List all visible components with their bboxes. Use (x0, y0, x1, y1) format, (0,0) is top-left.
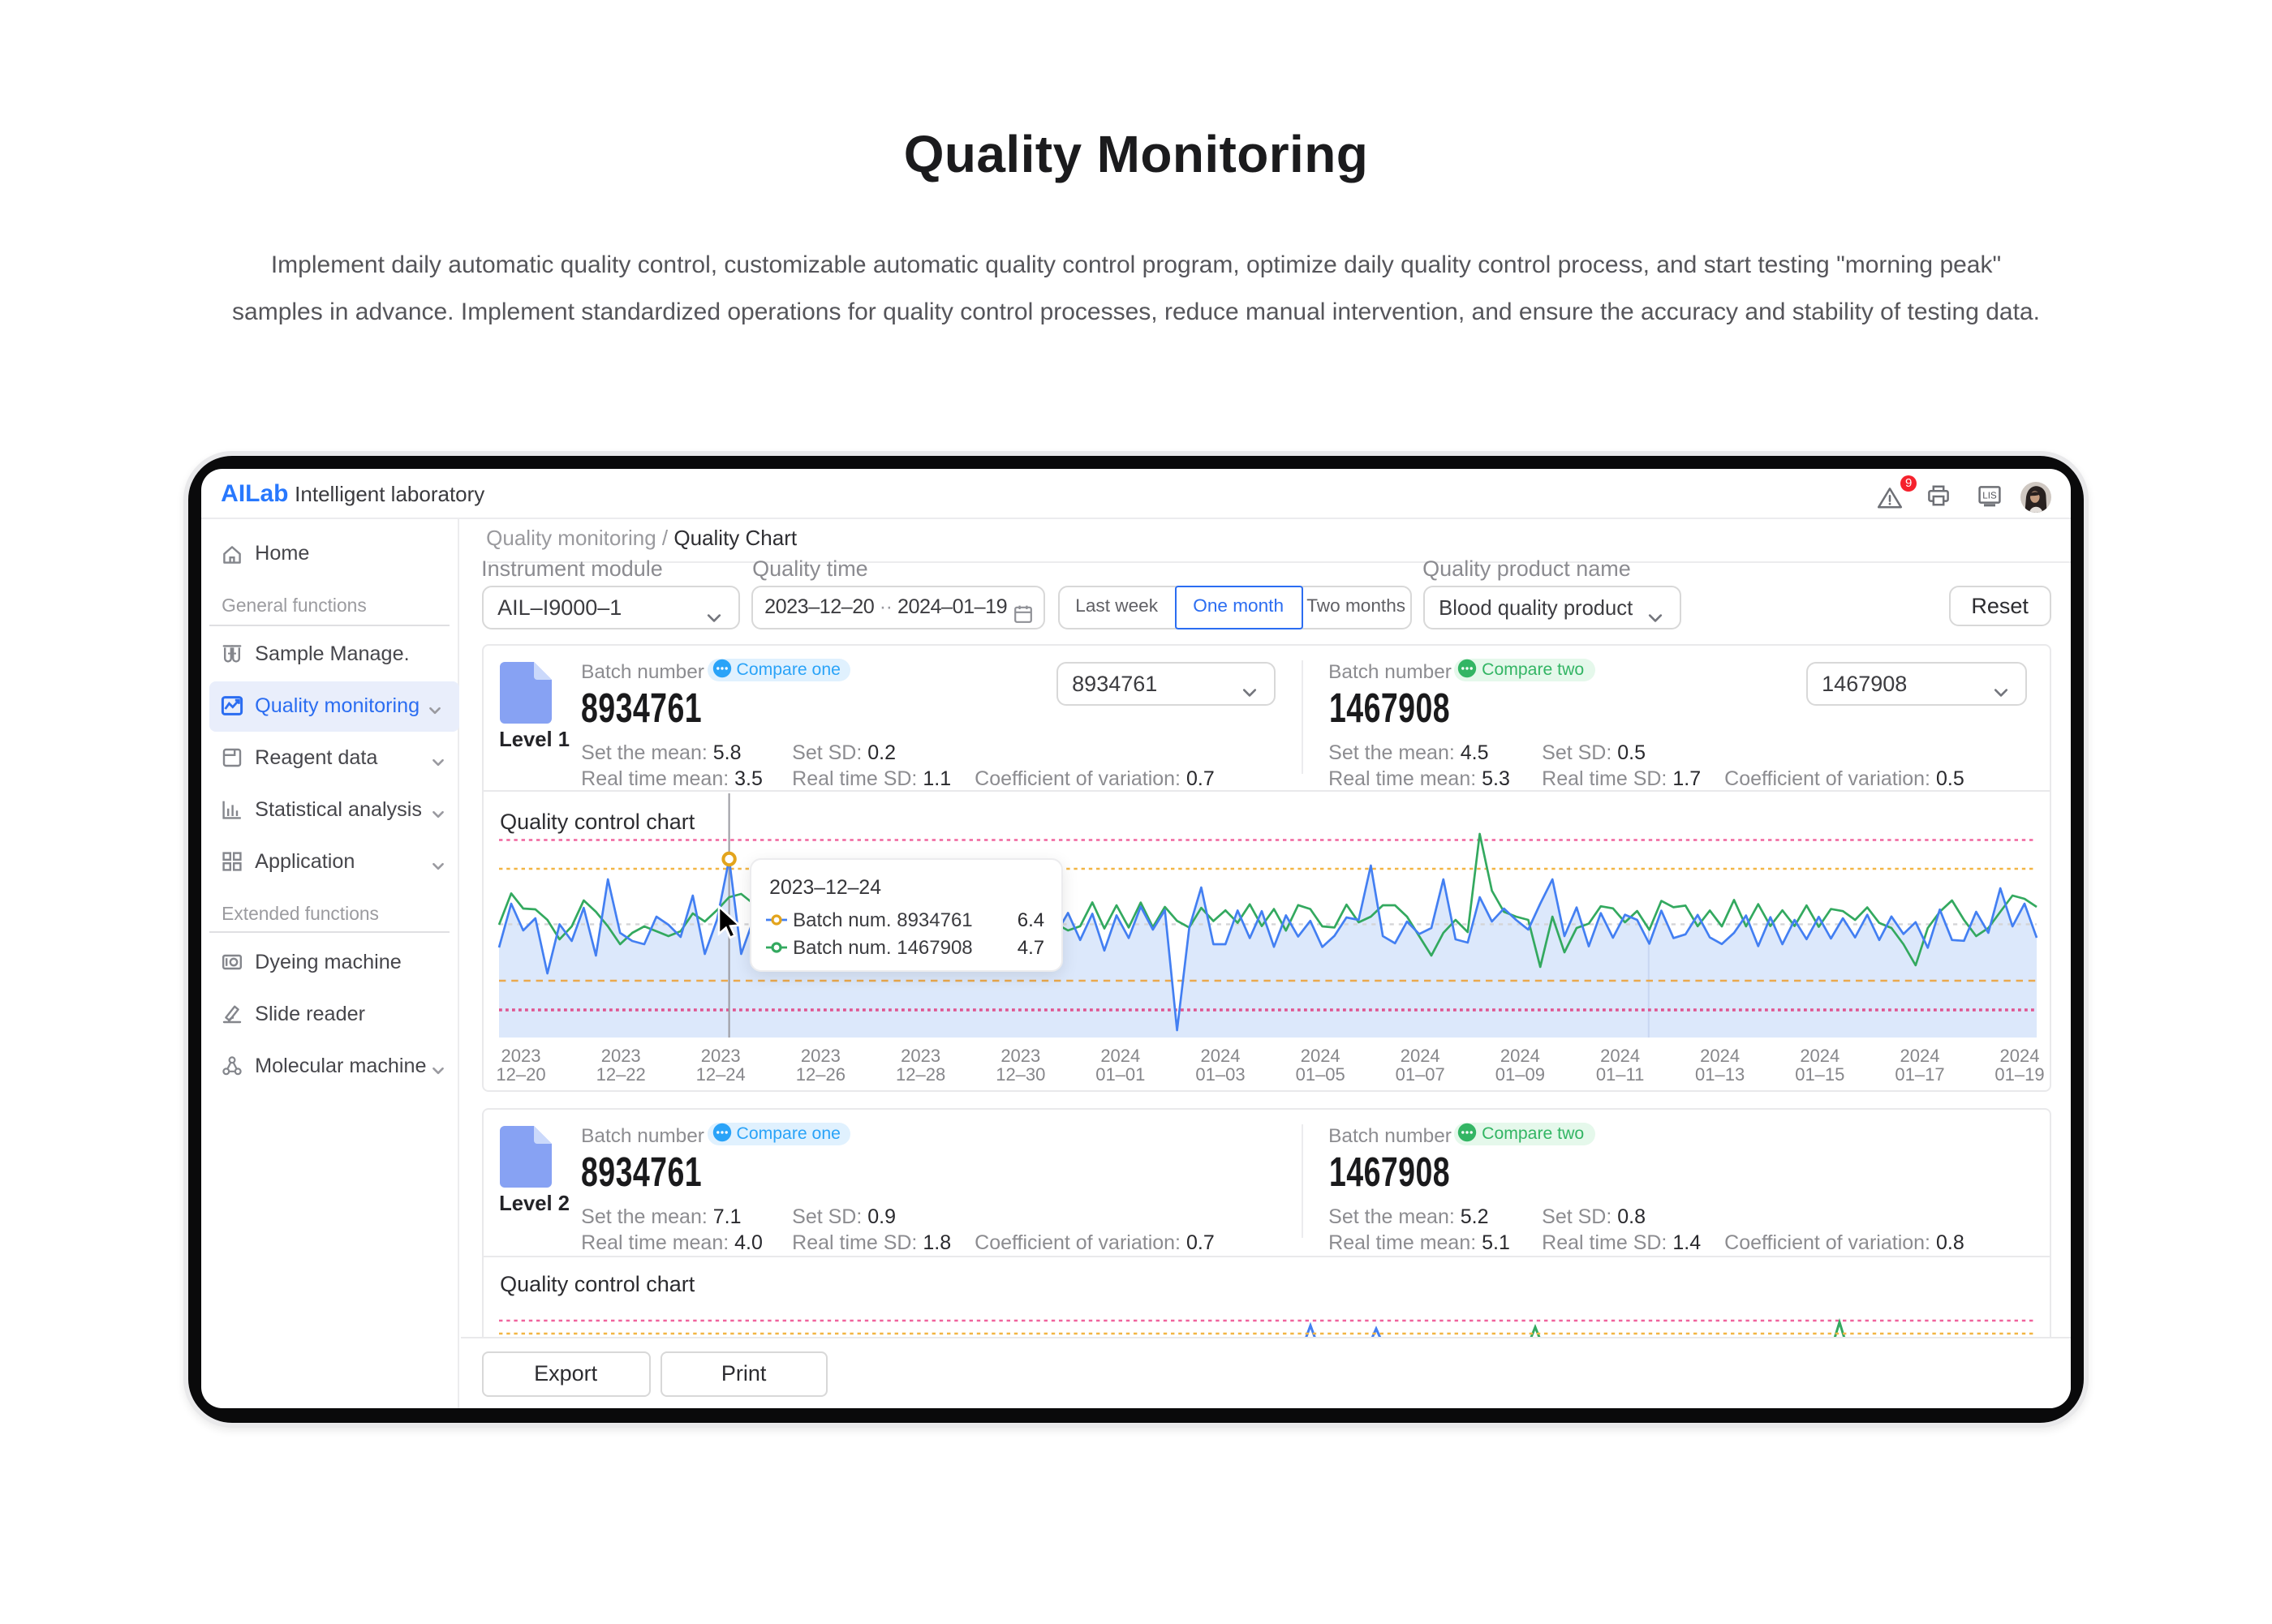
svg-text:2023: 2023 (700, 1045, 740, 1065)
svg-text:2023: 2023 (1000, 1045, 1039, 1065)
svg-text:12–22: 12–22 (596, 1063, 645, 1084)
svg-text:2023: 2023 (800, 1045, 840, 1065)
svg-text:2024: 2024 (1999, 1045, 2039, 1065)
svg-text:2024: 2024 (1799, 1045, 1839, 1065)
svg-text:01–17: 01–17 (1895, 1063, 1944, 1084)
svg-text:12–28: 12–28 (895, 1063, 945, 1084)
svg-text:01–05: 01–05 (1295, 1063, 1345, 1084)
svg-text:2023: 2023 (900, 1045, 940, 1065)
svg-text:2024: 2024 (1400, 1045, 1439, 1065)
svg-text:2023: 2023 (501, 1045, 540, 1065)
svg-text:2024: 2024 (1900, 1045, 1939, 1065)
svg-text:01–13: 01–13 (1694, 1063, 1744, 1084)
svg-text:12–30: 12–30 (995, 1063, 1044, 1084)
svg-text:12–20: 12–20 (496, 1063, 545, 1084)
svg-text:LIS: LIS (1982, 491, 1997, 502)
svg-text:2024: 2024 (1500, 1045, 1539, 1065)
svg-text:2024: 2024 (1200, 1045, 1240, 1065)
svg-text:01–11: 01–11 (1595, 1063, 1644, 1084)
svg-text:01–19: 01–19 (1994, 1063, 2044, 1084)
svg-text:2024: 2024 (1599, 1045, 1639, 1065)
svg-text:2024: 2024 (1699, 1045, 1739, 1065)
svg-text:01–15: 01–15 (1794, 1063, 1844, 1084)
svg-text:01–01: 01–01 (1095, 1063, 1144, 1084)
svg-text:2024: 2024 (1300, 1045, 1340, 1065)
svg-text:2023: 2023 (600, 1045, 640, 1065)
svg-text:12–26: 12–26 (795, 1063, 845, 1084)
svg-text:01–07: 01–07 (1395, 1063, 1444, 1084)
svg-text:01–09: 01–09 (1495, 1063, 1544, 1084)
svg-text:12–24: 12–24 (695, 1063, 745, 1084)
svg-text:2024: 2024 (1099, 1045, 1139, 1065)
svg-text:01–03: 01–03 (1195, 1063, 1245, 1084)
